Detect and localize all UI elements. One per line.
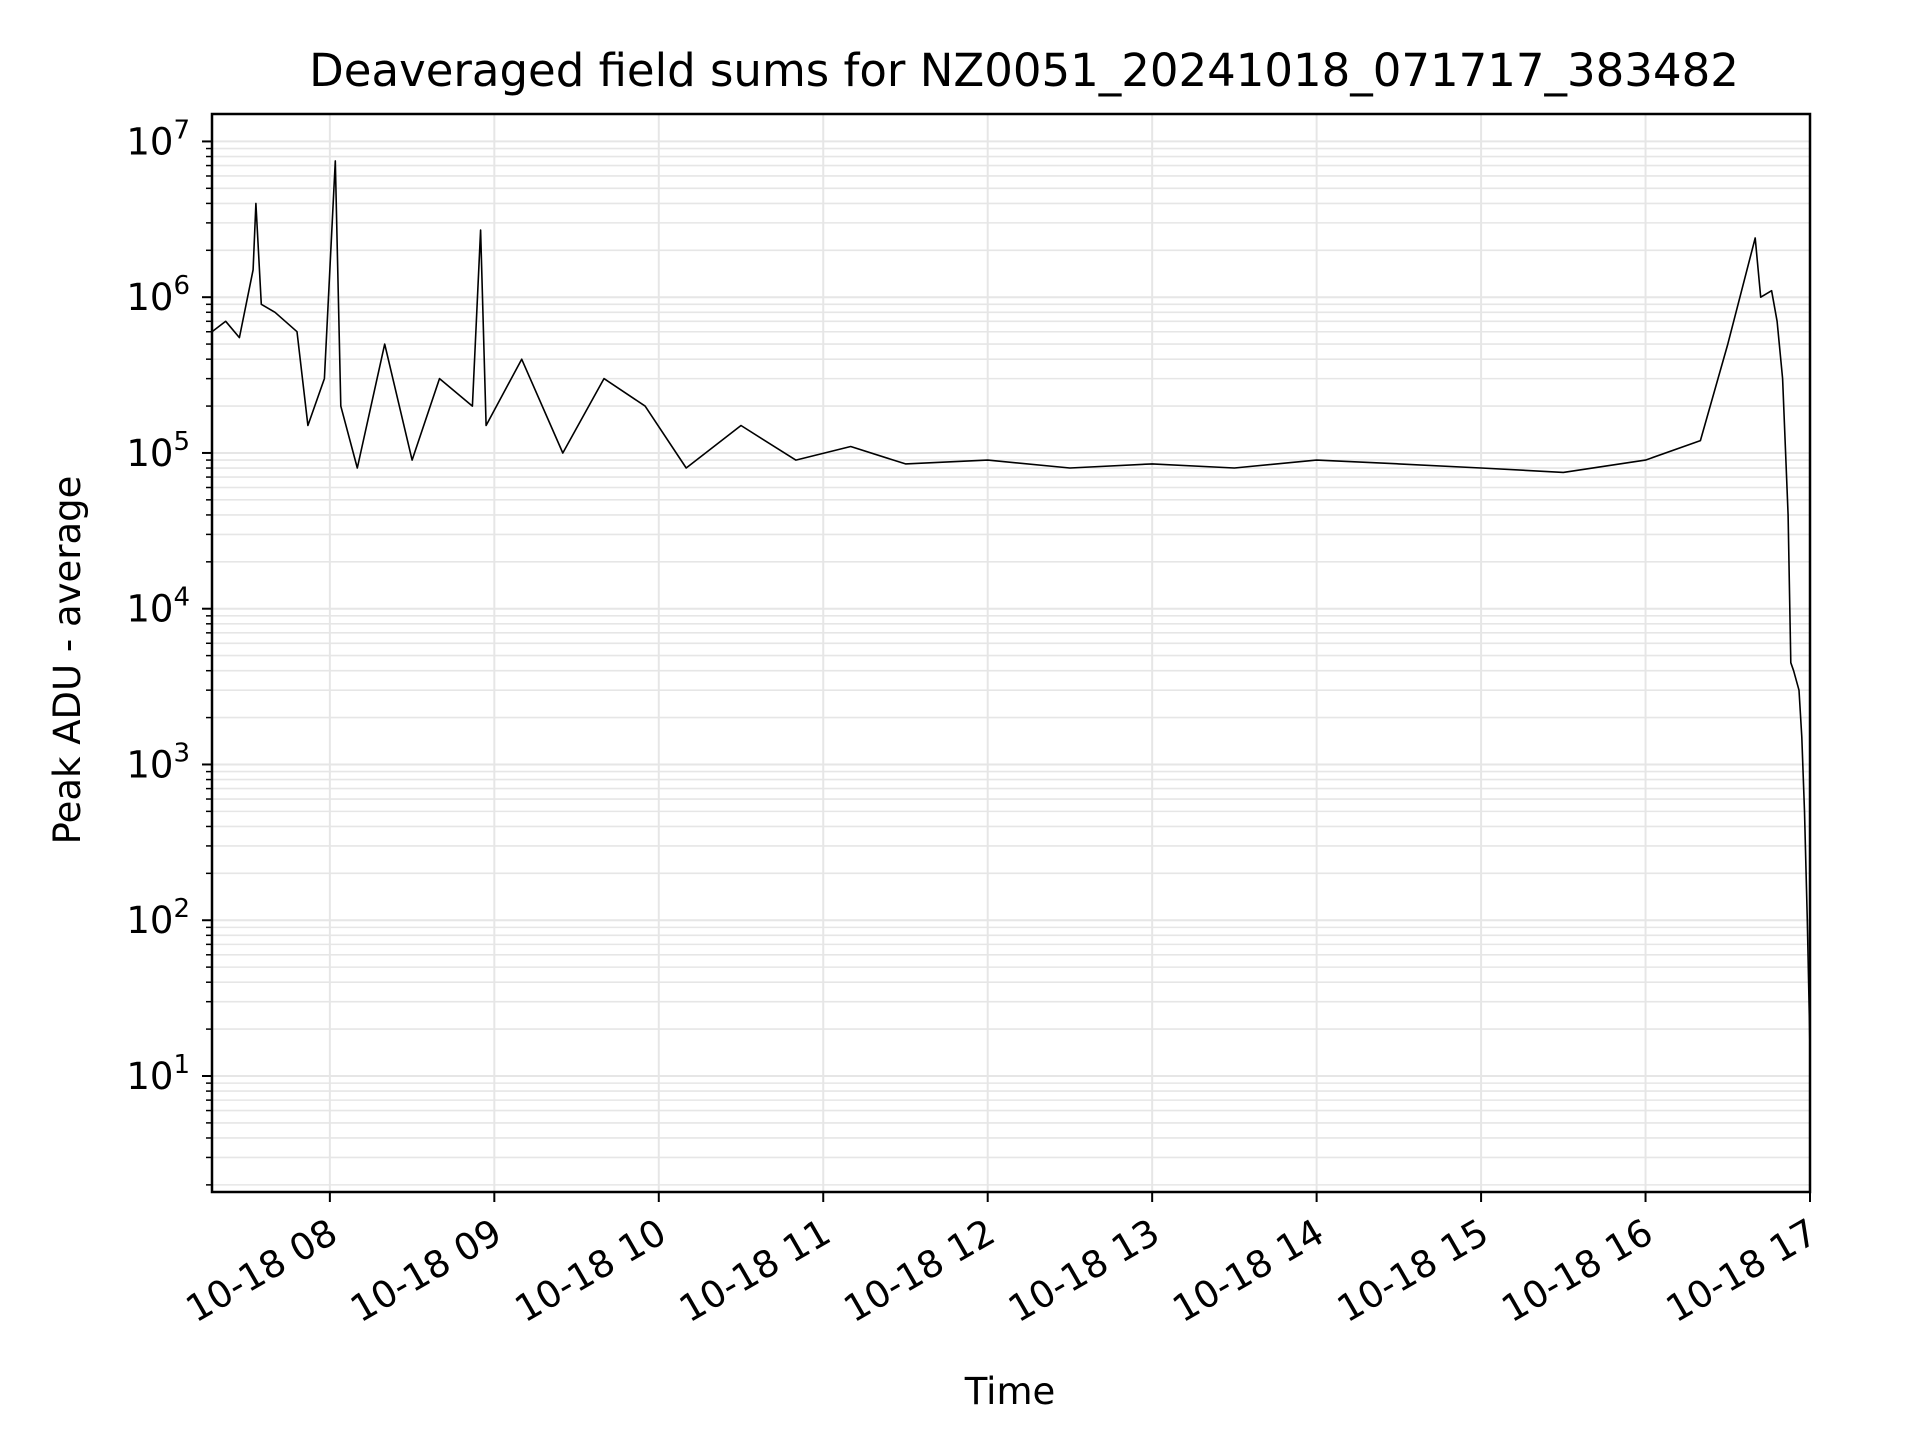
y-tick-label: 106 bbox=[126, 271, 190, 319]
x-axis-title: Time bbox=[964, 1370, 1056, 1413]
grid bbox=[212, 114, 1811, 1192]
y-tick-label: 105 bbox=[126, 427, 190, 475]
series-line bbox=[211, 160, 1811, 1138]
y-axis-title: Peak ADU - average bbox=[46, 476, 89, 845]
series-layer bbox=[211, 160, 1811, 1138]
y-tick-label: 104 bbox=[126, 583, 190, 631]
y-tick-label: 107 bbox=[126, 115, 190, 163]
y-tick-label: 103 bbox=[126, 738, 190, 786]
chart-title: Deaveraged field sums for NZ0051_2024101… bbox=[309, 44, 1739, 97]
y-tick-label: 101 bbox=[126, 1050, 190, 1098]
y-tick-label: 102 bbox=[126, 894, 190, 942]
plot-frame bbox=[210, 112, 1812, 1194]
